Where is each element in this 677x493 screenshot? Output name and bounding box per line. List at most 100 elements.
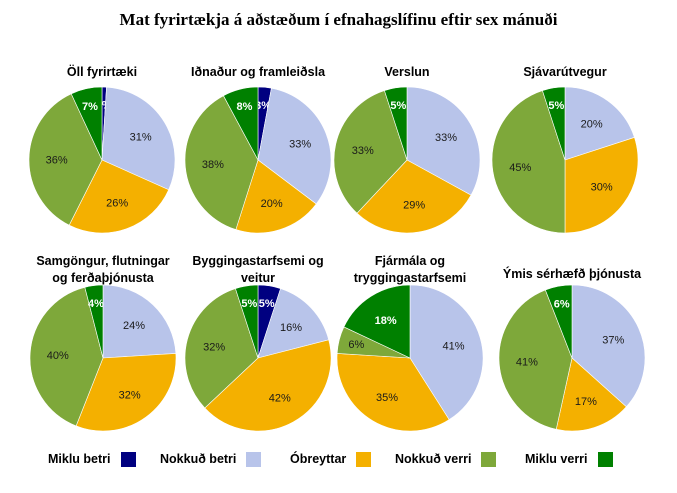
pie-6-slice-nokkud-verri [184, 288, 259, 409]
pie-1-label-nokkud-verri: 36% [46, 154, 68, 166]
pie-1-label-obreyttar: 26% [106, 198, 128, 210]
legend-swatch-obreyttar [356, 451, 372, 467]
pie-6-slice-obreyttar [204, 339, 332, 432]
legend-item-miklu-betri: Miklu betri [48, 448, 136, 470]
pie-8-slice-miklu-verri [544, 284, 573, 359]
pie-4-slice-obreyttar [564, 137, 639, 234]
pie-1-title-line-1: Öll fyrirtæki [67, 64, 137, 79]
pie-7-label-obreyttar: 35% [376, 392, 398, 404]
pie-8-slice-nokkud-verri [498, 289, 573, 430]
pie-7-title-line-2: tryggingastarfsemi [354, 271, 467, 285]
legend-item-nokkud-betri: Nokkuð betri [160, 448, 262, 470]
legend-label-miklu-verri: Miklu verri [525, 452, 588, 466]
legend-swatch-nokkud-betri [246, 451, 262, 467]
pie-3-label-nokkud-verri: 33% [352, 145, 374, 157]
pie-5: Samgöngur, flutningar og ferðaþjónusta 24%… [29, 254, 177, 432]
pie-4-label-miklu-verri: 5% [548, 100, 564, 112]
pie-2-slice-nokkud-verri [184, 95, 259, 230]
pie-7-slice-obreyttar [336, 353, 450, 432]
pie-6: Byggingastarfsemi og veitur 5% 16% 42% 32% 5% [184, 254, 332, 432]
pie-3: Verslun 33% 29% 33% 5% [333, 65, 481, 234]
pie-6-title-line-1: Byggingastarfsemi og [192, 254, 323, 268]
pie-7-label-nokkud-verri: 6% [348, 339, 364, 351]
pie-4-slice-nokkud-betri [564, 86, 635, 161]
pie-1-slice-nokkud-betri [101, 86, 176, 191]
pie-1-label-miklu-verri: 7% [82, 101, 98, 113]
pie-3-slice-miklu-verri [384, 86, 408, 161]
pie-5-slice-nokkud-verri [29, 286, 104, 427]
pie-2-label-nokkud-verri: 38% [202, 159, 224, 171]
pie-4-title-line-1: Sjávarútvegur [523, 65, 607, 79]
pie-7-label-nokkud-betri: 41% [442, 340, 464, 352]
pie-3-slice-nokkud-verri [333, 90, 408, 214]
pie-7-title-line-1: Fjármála og [375, 254, 445, 268]
pie-5-slice-miklu-verri [84, 284, 104, 359]
pie-5-label-miklu-verri: 4% [88, 298, 104, 310]
pie-7-slice-miklu-verri [343, 284, 411, 359]
pie-3-label-miklu-verri: 5% [390, 100, 406, 112]
pie-4-slice-nokkud-verri [491, 90, 566, 234]
pie-2-label-obreyttar: 20% [261, 198, 283, 210]
legend-label-obreyttar: Óbreyttar [290, 452, 347, 466]
legend-label-nokkud-betri: Nokkuð betri [160, 452, 237, 466]
pie-3-label-obreyttar: 29% [403, 200, 425, 212]
chart-title: Mat fyrirtækja á aðstæðum í efnahagslífi… [119, 10, 558, 29]
pie-2-label-miklu-verri: 8% [237, 101, 253, 113]
legend-swatch-miklu-verri [597, 451, 613, 467]
legend-swatch-nokkud-verri [481, 451, 497, 467]
pie-6-label-nokkud-verri: 32% [203, 342, 225, 354]
pie-6-label-miklu-verri: 5% [241, 298, 257, 310]
pie-4-label-nokkud-verri: 45% [509, 162, 531, 174]
pie-4-label-nokkud-betri: 20% [581, 118, 603, 130]
pie-8-title-line-1: Ýmis sérhæfð þjónusta [503, 266, 642, 281]
pie-5-label-nokkud-betri: 24% [123, 320, 145, 332]
legend-label-miklu-betri: Miklu betri [48, 452, 111, 466]
legend-item-miklu-verri: Miklu verri [525, 448, 613, 470]
pie-7-slice-nokkud-betri [409, 284, 484, 421]
pie-8-label-nokkud-verri: 41% [516, 357, 538, 369]
pie-7: Fjármála og tryggingastarfsemi 41% 35% 6% 18% [336, 254, 484, 432]
pie-1-slice-obreyttar [68, 159, 170, 234]
pie-5-title-line-1: Samgöngur, flutningar [36, 254, 169, 268]
pie-8-label-nokkud-betri: 37% [602, 335, 624, 347]
pie-1-slice-nokkud-verri [28, 93, 103, 226]
legend: Miklu betri Nokkuð betri Óbreyttar Nokku… [0, 448, 677, 474]
pie-1-label-nokkud-betri: 31% [130, 132, 152, 144]
pie-2-slice-nokkud-betri [257, 87, 332, 205]
pie-6-slice-miklu-verri [235, 284, 259, 359]
pie-7-label-miklu-verri: 18% [375, 315, 397, 327]
pie-2-slice-miklu-verri [223, 86, 259, 161]
pie-1-slice-miklu-verri [70, 86, 103, 161]
pie-5-slice-nokkud-betri [102, 284, 177, 359]
pie-2: Iðnaður og framleiðsla 3% 33% 20% 38% 8% [184, 65, 332, 234]
pie-8-label-miklu-verri: 6% [554, 299, 570, 311]
pie-3-label-nokkud-betri: 33% [435, 132, 457, 144]
pie-6-slice-nokkud-betri [257, 288, 330, 359]
pie-2-label-miklu-betri: 3% [255, 100, 271, 112]
pie-4-label-obreyttar: 30% [591, 182, 613, 194]
legend-label-nokkud-verri: Nokkuð verri [395, 452, 472, 466]
pie-8-slice-obreyttar [555, 357, 627, 432]
pie-2-label-nokkud-betri: 33% [289, 139, 311, 151]
pie-3-slice-nokkud-betri [406, 86, 481, 196]
pie-4: Sjávarútvegur 20% 30% 45% 5% [491, 65, 639, 234]
pie-6-label-nokkud-betri: 16% [280, 322, 302, 334]
pie-6-label-obreyttar: 42% [269, 393, 291, 405]
legend-item-obreyttar: Óbreyttar [290, 448, 372, 470]
pie-3-slice-obreyttar [356, 159, 472, 234]
pie-5-label-obreyttar: 32% [119, 390, 141, 402]
pie-6-label-miklu-betri: 5% [259, 298, 275, 310]
legend-swatch-miklu-betri [120, 451, 136, 467]
pie-4-slice-miklu-verri [542, 86, 566, 161]
pie-2-title-line-1: Iðnaður og framleiðsla [191, 65, 326, 79]
pie-5-label-nokkud-verri: 40% [47, 350, 69, 362]
pie-8-label-obreyttar: 17% [575, 396, 597, 408]
pie-5-title-line-2: og ferðaþjónusta [52, 271, 154, 285]
legend-item-nokkud-verri: Nokkuð verri [395, 448, 497, 470]
pie-8: Ýmis sérhæfð þjónusta 37% 17% 41% 6% [498, 266, 646, 432]
pie-5-slice-obreyttar [75, 353, 177, 432]
pie-8-slice-nokkud-betri [571, 284, 646, 408]
pie-3-title-line-1: Verslun [384, 65, 429, 79]
